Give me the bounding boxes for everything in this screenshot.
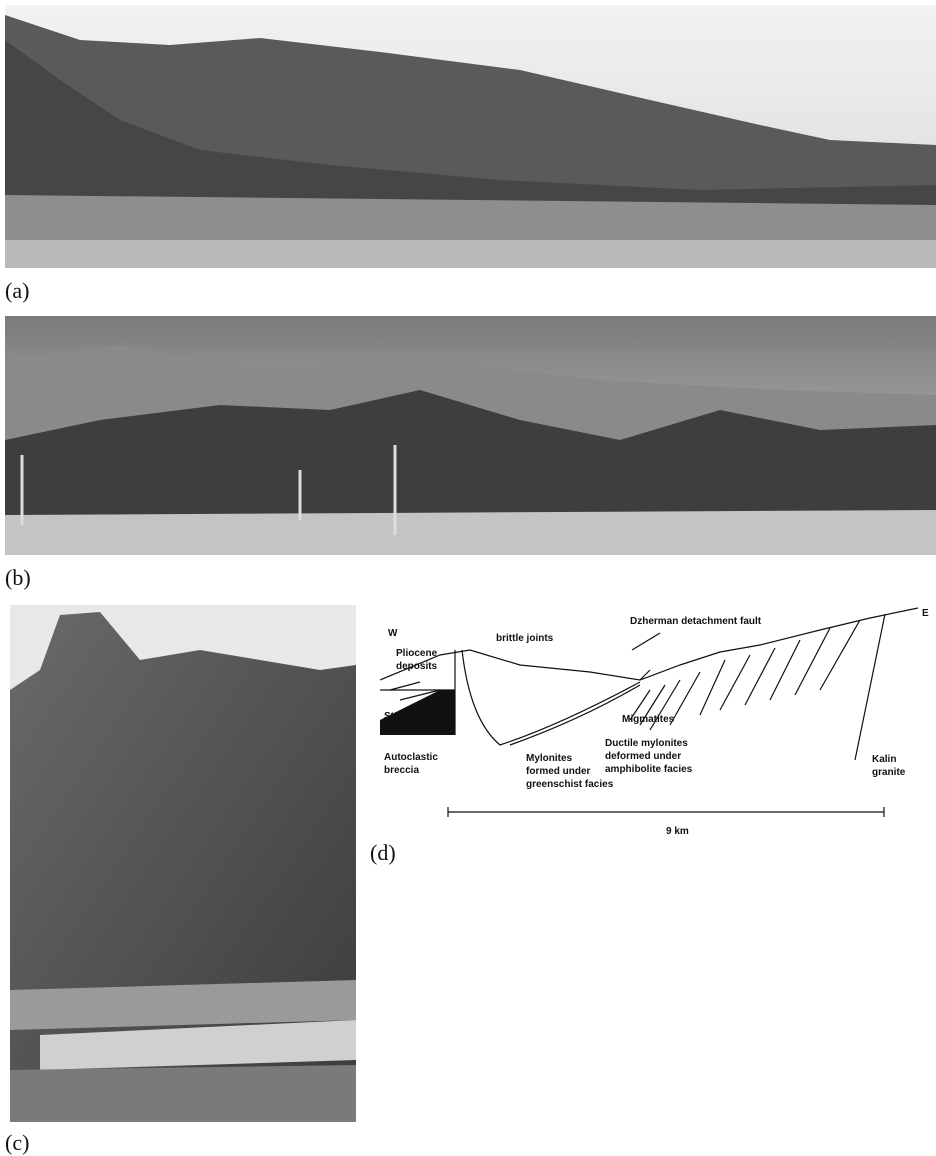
unit-label: greenschist facies	[526, 779, 614, 790]
unit-label: Migmatites	[622, 714, 675, 725]
unit-label: granite	[872, 767, 906, 778]
panel-label: (d)	[370, 840, 396, 865]
photo-a	[5, 5, 936, 268]
unit-label: Mylonites	[526, 753, 573, 764]
scale-label: 9 km	[666, 826, 689, 837]
unit-label: amphibolite facies	[605, 764, 693, 775]
figure: (a) (b) (c)	[0, 0, 936, 1156]
panel-label: (a)	[5, 278, 29, 303]
unit-label: brittle joints	[496, 633, 554, 644]
unit-label: deposits	[396, 661, 438, 672]
fault-label: Dzherman detachment fault	[630, 616, 762, 627]
unit-label: deformed under	[605, 751, 681, 762]
unit-label: Struma	[384, 711, 419, 722]
cross-section	[380, 608, 918, 817]
direction-label: W	[388, 628, 398, 639]
unit-label: Ductile mylonites	[605, 738, 688, 749]
unit-label: Kalin	[872, 754, 896, 765]
unit-label: diorite	[384, 724, 415, 735]
photo-c	[10, 605, 356, 1122]
photo-b	[5, 316, 936, 555]
unit-label: breccia	[384, 765, 419, 776]
panel-label: (c)	[5, 1130, 29, 1155]
unit-label: formed under	[526, 766, 591, 777]
unit-label: Autoclastic	[384, 752, 438, 763]
unit-label: Pliocene	[396, 648, 438, 659]
panel-label: (b)	[5, 565, 31, 590]
direction-label: E	[922, 608, 929, 619]
